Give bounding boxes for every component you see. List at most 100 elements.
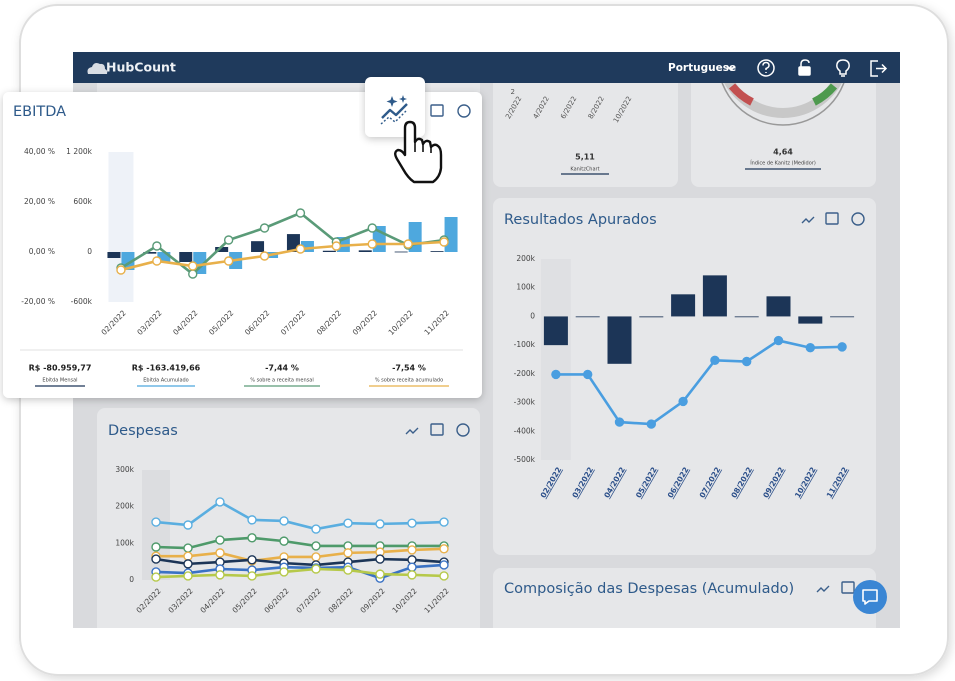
point (407, 570, 417, 580)
help-button[interactable] (757, 59, 775, 77)
point (152, 241, 162, 251)
summary-value: -7,54 % (392, 364, 426, 373)
top-icons (757, 59, 888, 77)
point (646, 419, 656, 429)
chat-button[interactable] (853, 580, 887, 614)
bar (702, 275, 727, 317)
expand-icon[interactable] (430, 423, 444, 436)
point (247, 555, 257, 565)
point (375, 569, 385, 579)
line (155, 557, 445, 567)
y-tick-label: 1 200k (66, 147, 92, 156)
point (183, 543, 193, 553)
bar (251, 241, 265, 252)
card (493, 70, 678, 187)
point (773, 335, 784, 346)
point (215, 497, 225, 507)
chat-glyph (862, 589, 878, 605)
point (551, 369, 561, 380)
point (152, 256, 162, 266)
point (295, 244, 306, 254)
bar (671, 294, 696, 317)
gauge-value: 4,64 (773, 148, 793, 157)
expand-icon[interactable] (430, 104, 444, 117)
help-icon[interactable] (456, 423, 470, 437)
kanitz-label: KanitzChart (570, 167, 599, 173)
point (407, 518, 417, 528)
idea-button[interactable] (836, 59, 850, 77)
expand-icon[interactable] (825, 212, 839, 225)
point (367, 223, 377, 233)
point (247, 515, 257, 525)
highlight-column (540, 259, 571, 460)
card-title: Resultados Apurados (504, 212, 657, 228)
point (367, 239, 377, 249)
summary-value: R$ -163.419,66 (132, 364, 201, 373)
point (710, 355, 720, 366)
point (439, 571, 449, 581)
bar (798, 316, 823, 324)
expand-icon[interactable] (841, 581, 855, 594)
line (120, 211, 445, 276)
kanitz-value: 5,11 (575, 153, 595, 162)
point (343, 518, 353, 528)
y-tick-label: 0 (87, 247, 92, 256)
point (311, 564, 321, 574)
y-tick-label: 600k (73, 197, 92, 206)
point (403, 239, 413, 249)
help-icon[interactable] (851, 212, 865, 226)
point (742, 356, 752, 367)
y-tick-label: -200k (514, 369, 536, 378)
point (343, 548, 353, 558)
bar (444, 217, 458, 252)
highlight-column (108, 152, 134, 302)
point (183, 520, 193, 530)
y-tick-label: 100k (115, 538, 134, 547)
bar (734, 316, 759, 318)
bar (358, 250, 372, 252)
gauge-red (728, 83, 754, 106)
lock-shackle (800, 59, 810, 67)
insight-icon[interactable] (801, 216, 815, 224)
point (439, 560, 449, 570)
point (215, 535, 225, 545)
point (295, 208, 306, 218)
card (493, 568, 876, 628)
y-tick-label: 300k (115, 465, 134, 474)
hand-cursor (394, 120, 443, 184)
point (151, 554, 161, 564)
bar (830, 316, 855, 318)
bar (215, 247, 229, 252)
card-icons (430, 104, 471, 118)
point (311, 541, 321, 551)
bar (607, 316, 632, 364)
chevron[interactable] (726, 65, 736, 72)
insight-icon[interactable] (405, 427, 419, 435)
point (331, 241, 342, 251)
card-title: Composição das Despesas (Acumulado) (504, 581, 794, 597)
point (116, 265, 126, 275)
summary-value: R$ -80.959,77 (29, 364, 92, 373)
help-icon[interactable] (457, 104, 471, 118)
bar (543, 316, 568, 346)
bar (430, 251, 444, 252)
line (155, 536, 444, 550)
insight-icon[interactable] (816, 585, 830, 593)
point (183, 559, 193, 569)
point (223, 235, 234, 245)
point (183, 571, 193, 581)
bar (766, 296, 791, 317)
line (156, 547, 445, 563)
logout-button[interactable] (870, 60, 888, 77)
point (407, 562, 417, 572)
point (223, 256, 234, 266)
lock-button[interactable] (798, 66, 811, 76)
language-selector[interactable]: Portuguese (668, 62, 736, 74)
hand-cursor-lines (414, 142, 432, 153)
point (407, 545, 417, 555)
point (678, 396, 688, 407)
summary-label: % sobre a receita mensal (250, 378, 313, 384)
bar (575, 316, 600, 318)
